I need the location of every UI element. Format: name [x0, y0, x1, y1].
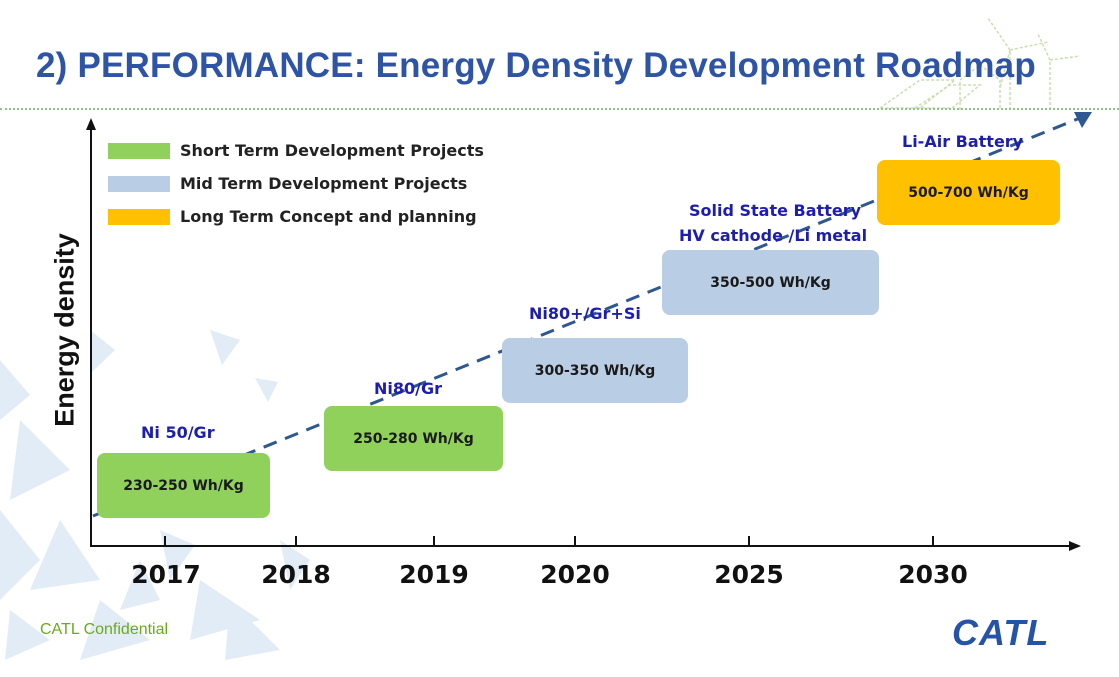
legend-label-short-term: Short Term Development Projects	[180, 141, 484, 160]
year-label-2025: 2025	[714, 560, 784, 589]
year-label-2020: 2020	[540, 560, 610, 589]
catl-logo: CATL	[952, 612, 1050, 653]
milestone-box-2020: 300-350 Wh/Kg	[502, 338, 688, 403]
legend-swatch-long-term	[108, 209, 170, 225]
tech-label-2025-line1: Solid State Battery	[689, 201, 862, 220]
y-axis-label: Energy density	[49, 233, 80, 427]
x-axis-arrow	[1069, 541, 1081, 551]
tech-label-2030: Li-Air Battery	[902, 132, 1024, 151]
milestone-box-2030: 500-700 Wh/Kg	[877, 160, 1060, 225]
tech-label-2019: Ni80/Gr	[374, 379, 443, 398]
y-axis-arrow	[86, 118, 96, 130]
milestone-box-2019: 250-280 Wh/Kg	[324, 406, 503, 471]
legend-label-long-term: Long Term Concept and planning	[180, 207, 477, 226]
milestone-box-2017: 230-250 Wh/Kg	[97, 453, 270, 518]
milestone-box-2025: 350-500 Wh/Kg	[662, 250, 879, 315]
slide-title: 2) PERFORMANCE: Energy Density Developme…	[36, 46, 1036, 85]
tech-label-2020: Ni80+/Gr+Si	[529, 304, 641, 323]
legend-label-mid-term: Mid Term Development Projects	[180, 174, 468, 193]
year-label-2030: 2030	[898, 560, 968, 589]
tech-label-2025-line2: HV cathode /Li metal	[679, 226, 868, 245]
tech-label-2017: Ni 50/Gr	[141, 423, 215, 442]
legend-swatch-short-term	[108, 143, 170, 159]
legend-swatch-mid-term	[108, 176, 170, 192]
year-label-2018: 2018	[261, 560, 331, 589]
year-label-2019: 2019	[399, 560, 469, 589]
year-label-2017: 2017	[131, 560, 201, 589]
trend-arrowhead	[1074, 112, 1092, 128]
confidential-footer: CATL Confidential	[40, 621, 169, 638]
title-divider	[0, 108, 1119, 110]
